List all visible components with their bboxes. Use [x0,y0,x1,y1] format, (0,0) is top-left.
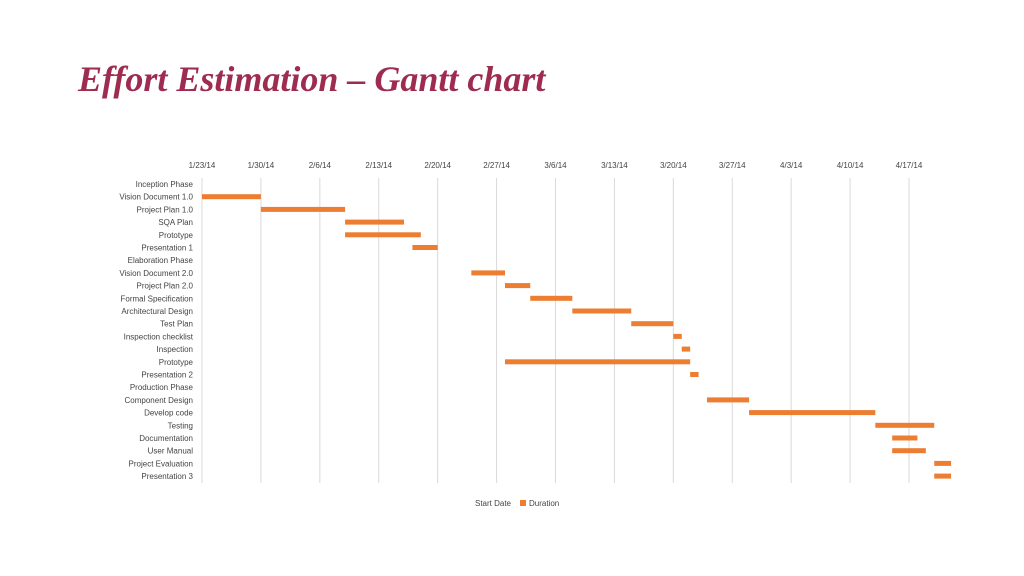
legend-swatch-duration [520,500,526,506]
duration-bar [934,460,952,466]
task-label: Testing [168,421,193,430]
task-label: Project Plan 2.0 [137,282,194,291]
duration-bar [345,219,404,225]
duration-bar [345,232,421,238]
duration-bar [673,333,682,339]
task-label: SQA Plan [158,218,193,227]
x-tick-label: 4/10/14 [837,161,864,170]
x-tick-label: 2/27/14 [483,161,510,170]
x-tick-label: 4/17/14 [896,161,923,170]
task-label: Presentation 3 [141,472,193,481]
task-label: Vision Document 1.0 [119,193,193,202]
duration-bar [681,346,691,352]
task-label: Project Evaluation [129,459,193,468]
duration-bar [530,295,573,301]
task-label: Prototype [159,358,194,367]
task-label: Production Phase [130,383,194,392]
task-label: Inspection checklist [124,332,194,341]
task-label: Vision Document 2.0 [119,269,193,278]
task-label: Test Plan [160,320,193,329]
task-label: Presentation 1 [141,244,193,253]
duration-bar [412,245,438,250]
task-label: Formal Specification [121,294,193,303]
legend-label-start-date: Start Date [475,499,512,508]
task-label: Presentation 2 [141,371,193,380]
duration-bar [690,372,699,377]
duration-bars [202,194,952,479]
task-label: User Manual [148,447,194,456]
x-tick-label: 3/6/14 [544,161,567,170]
slide-title: Effort Estimation – Gantt chart [78,59,546,99]
duration-bar [505,359,691,365]
legend: Start Date Duration [475,499,559,508]
x-tick-label: 3/20/14 [660,161,687,170]
task-label: Develop code [144,409,193,418]
x-axis-tick-labels: 1/23/14 1/30/14 2/6/14 2/13/14 2/20/14 2/27/1… [189,161,923,170]
x-tick-label: 1/23/14 [189,161,216,170]
legend-label-duration: Duration [529,499,559,508]
duration-bar [202,194,261,200]
task-label: Elaboration Phase [128,256,194,265]
task-labels: Inception Phase Vision Document 1.0 Projec… [119,180,193,481]
task-label: Architectural Design [121,307,193,316]
x-tick-label: 2/13/14 [365,161,392,170]
task-label: Component Design [125,396,193,405]
duration-bar [505,283,531,289]
x-tick-label: 3/27/14 [719,161,746,170]
duration-bar [934,473,952,479]
duration-bar [707,397,750,403]
x-tick-label: 3/13/14 [601,161,628,170]
x-tick-label: 2/6/14 [309,161,332,170]
duration-bar [471,270,505,276]
task-label: Documentation [139,434,193,443]
task-label: Inception Phase [136,180,194,189]
duration-bar [875,422,935,428]
duration-bar [631,321,674,327]
task-label: Project Plan 1.0 [137,205,194,214]
duration-bar [260,206,346,212]
task-label: Prototype [159,231,194,240]
gridlines [201,178,910,483]
x-tick-label: 2/20/14 [424,161,451,170]
duration-bar [892,435,918,441]
x-tick-label: 4/3/14 [780,161,803,170]
duration-bar [572,308,632,314]
duration-bar [892,448,926,454]
duration-bar [749,410,876,416]
x-tick-label: 1/30/14 [248,161,275,170]
task-label: Inspection [157,345,193,354]
